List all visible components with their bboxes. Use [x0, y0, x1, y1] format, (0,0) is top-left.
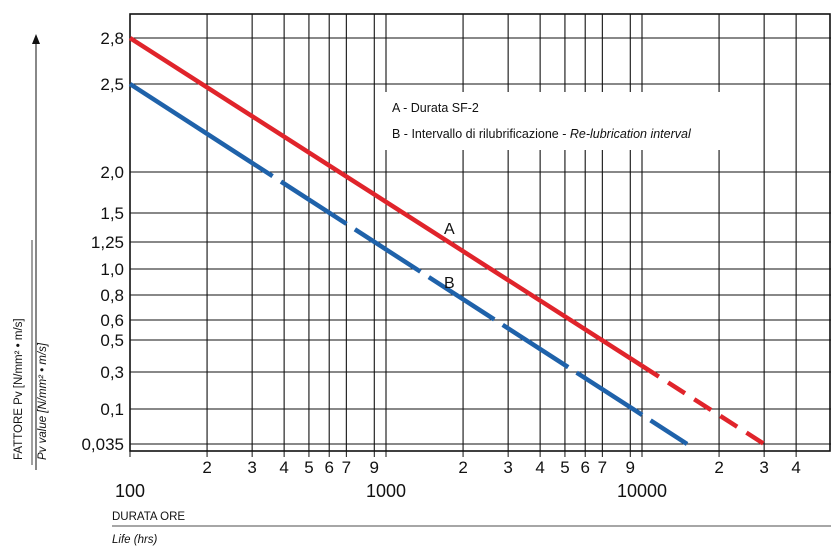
x-minor-tick-label: 3: [503, 458, 512, 477]
y-tick-label: 1,5: [100, 204, 124, 223]
legend-background: [380, 92, 732, 150]
legend-entry-b-italic: Re-lubrication interval: [570, 127, 692, 141]
x-minor-tick-label: 7: [342, 458, 351, 477]
y-tick-label: 2,5: [100, 75, 124, 94]
y-tick-label: 2,0: [100, 163, 124, 182]
series-a: [128, 36, 766, 446]
x-major-tick-label: 1000: [366, 481, 406, 501]
series-b-solid: [128, 82, 209, 136]
y-tick-label: 0,8: [100, 286, 124, 305]
x-minor-tick-label: 3: [759, 458, 768, 477]
y-tick-label: 0,6: [100, 311, 124, 330]
x-minor-tick-label: 9: [626, 458, 635, 477]
y-tick-label: 2,8: [100, 29, 124, 48]
series-layer: [128, 36, 766, 446]
y-axis-arrow-head: [32, 34, 40, 44]
x-minor-tick-label: 4: [279, 458, 288, 477]
series-b: [128, 82, 689, 446]
x-minor-tick-label: 4: [535, 458, 544, 477]
y-tick-label: 0,035: [81, 435, 124, 454]
y-tick-label: 0,5: [100, 331, 124, 350]
curve-label-a: A: [444, 221, 455, 238]
x-axis-label-en: Life (hrs): [112, 534, 158, 546]
y-tick-label: 0,1: [100, 400, 124, 419]
y-tick-label: 1,0: [100, 260, 124, 279]
x-minor-tick-label: 2: [714, 458, 723, 477]
x-minor-tick-label: 2: [202, 458, 211, 477]
y-axis-label: FATTORE Pv [N/mm² • m/s]: [13, 318, 25, 460]
y-tick-label: 1,25: [91, 233, 124, 252]
legend-entry-a: A - Durata SF-2: [392, 101, 479, 115]
x-minor-tick-label: 9: [370, 458, 379, 477]
x-minor-tick-label: 6: [580, 458, 589, 477]
x-minor-tick-label: 7: [598, 458, 607, 477]
y-tick-labels: 2,8 2,5 2,0 1,5 1,25 1,0 0,8 0,60,5 0,3 0,1 0,035: [81, 29, 124, 454]
y-axis-label-en: Pv value [N/mm² • m/s]: [37, 342, 49, 460]
x-minor-tick-label: 6: [324, 458, 333, 477]
x-minor-tick-label: 5: [560, 458, 569, 477]
x-minor-tick-label: 3: [247, 458, 256, 477]
curve-label-b: B: [444, 275, 455, 292]
x-major-tick-label: 100: [115, 481, 145, 501]
legend-entry-b-text: B - Intervallo di rilubrificazione -: [392, 127, 570, 141]
x-major-tick-label: 10000: [617, 481, 667, 501]
series-a-solid: [128, 36, 644, 368]
plot-frame: [129, 13, 831, 452]
series-b-dashed: [205, 131, 689, 446]
x-minor-tick-label: 5: [304, 458, 313, 477]
grid: [129, 13, 831, 457]
y-tick-label: 0,3: [100, 363, 124, 382]
x-minor-tick-label: 4: [791, 458, 800, 477]
x-axis-label: DURATA ORE: [112, 511, 185, 523]
series-a-dashed: [640, 363, 766, 446]
legend-entry-b: B - Intervallo di rilubrificazione - Re-…: [392, 127, 692, 141]
x-minor-tick-label: 2: [458, 458, 467, 477]
